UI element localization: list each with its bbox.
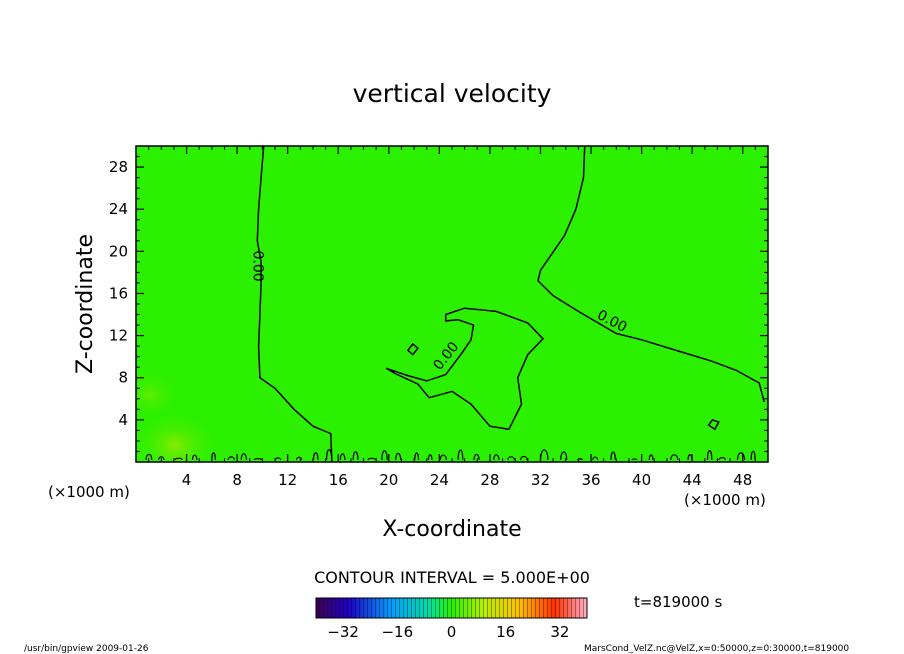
colorbar-frame	[315, 597, 588, 619]
x-tick-label: 8	[232, 471, 242, 489]
contour-interval-text: CONTOUR INTERVAL = 5.000E+00	[314, 568, 590, 587]
colorbar-hatch	[316, 598, 587, 618]
contour-line-4	[707, 419, 720, 431]
x-tick-label: 36	[581, 471, 600, 489]
x-tick-label: 44	[683, 471, 702, 489]
contour-line-0	[256, 146, 333, 462]
contour-lines	[256, 146, 765, 462]
time-text: t=819000 s	[634, 593, 722, 611]
x-tick-label: 20	[379, 471, 398, 489]
chart-title: vertical velocity	[353, 79, 552, 108]
y-tick-label: 16	[109, 284, 128, 302]
colorbar-tick-label: −16	[381, 623, 413, 641]
surface-wiggles	[145, 449, 756, 461]
x-unit-right: (×1000 m)	[684, 491, 766, 509]
x-tick-label: 40	[632, 471, 651, 489]
field-shading	[136, 370, 220, 462]
x-tick-label: 16	[329, 471, 348, 489]
x-tick-label: 12	[278, 471, 297, 489]
x-tick-label: 24	[430, 471, 449, 489]
colorbar-ticks: −32 −16 0 16 32	[327, 623, 569, 641]
x-unit-left: (×1000 m)	[48, 483, 130, 501]
surface-contour-noise	[145, 449, 756, 461]
y-axis-ticks: 4 8 12 16 20 24 28	[109, 156, 768, 452]
colorbar-tick-label: 0	[447, 623, 457, 641]
x-tick-label: 32	[531, 471, 550, 489]
x-tick-label: 48	[733, 471, 752, 489]
colorbar-tick-label: 16	[496, 623, 515, 641]
y-axis-label: Z-coordinate	[73, 234, 98, 374]
colorbar-tick-label: 32	[550, 623, 569, 641]
plot-area	[136, 146, 768, 462]
colorbar-tick-label: −32	[327, 623, 359, 641]
x-axis-label: X-coordinate	[382, 517, 521, 542]
y-tick-label: 28	[109, 158, 128, 176]
footer-file: MarsCond_VelZ.nc@VelZ,x=0:50000,z=0:3000…	[584, 644, 849, 654]
x-axis-ticks: 4 8 12 16 20 24 28 32 36 40 44 48	[148, 146, 756, 489]
y-tick-label: 8	[118, 369, 128, 387]
y-tick-label: 12	[109, 327, 128, 345]
contour-line-3	[406, 342, 419, 356]
x-tick-label: 28	[480, 471, 499, 489]
y-tick-label: 4	[118, 411, 128, 429]
contour-label-0: 0.00	[250, 250, 266, 281]
y-tick-label: 20	[109, 242, 128, 260]
contour-line-1	[537, 146, 765, 403]
x-tick-label: 4	[182, 471, 192, 489]
contour-line-2	[385, 307, 545, 431]
y-tick-label: 24	[109, 200, 128, 218]
footer-program: /usr/bin/gpview 2009-01-26	[24, 644, 149, 654]
